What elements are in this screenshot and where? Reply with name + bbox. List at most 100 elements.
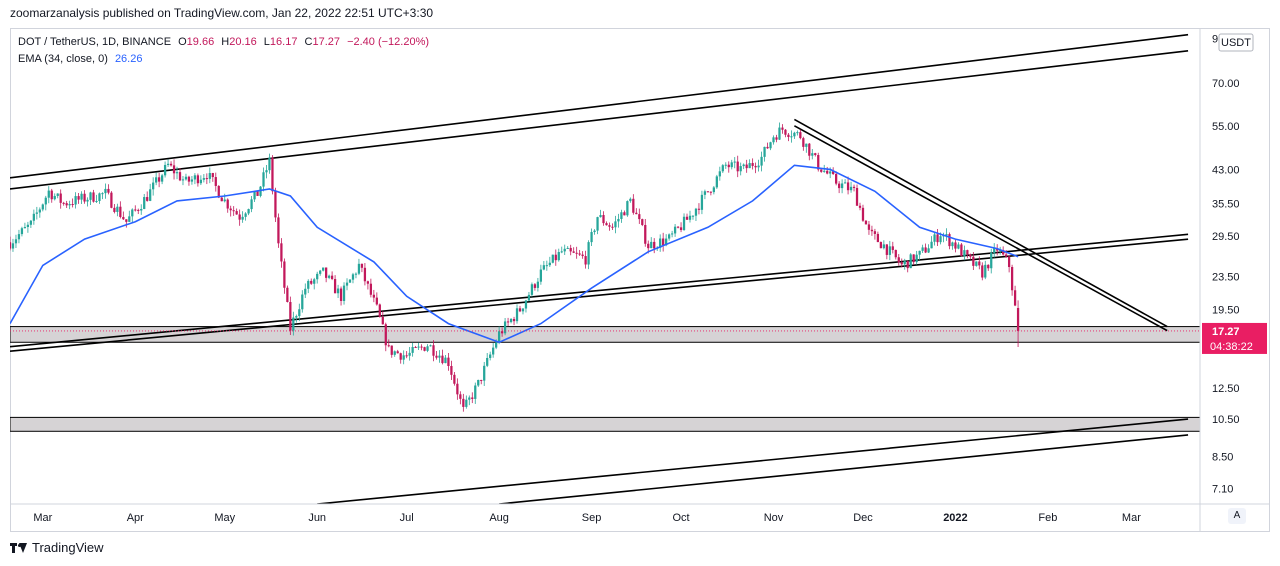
candle: [417, 342, 420, 350]
candle: [396, 349, 399, 354]
candle: [578, 249, 581, 256]
chart-legend: DOT / TetherUS, 1D, BINANCE O19.66 H20.1…: [18, 34, 429, 68]
candle: [131, 208, 134, 223]
candle: [608, 222, 611, 231]
candle: [748, 159, 751, 169]
candle: [226, 198, 229, 213]
candle: [378, 303, 381, 318]
candle: [721, 164, 724, 174]
candle: [536, 277, 540, 292]
candle: [408, 346, 411, 361]
candle: [703, 189, 707, 200]
candle: [799, 129, 802, 140]
candle: [930, 236, 933, 249]
candle: [966, 249, 969, 259]
candle: [363, 262, 367, 286]
candle: [969, 253, 972, 260]
candle: [265, 164, 268, 179]
candle: [993, 243, 996, 258]
legend-close-label: C: [304, 36, 313, 48]
legend-low-label: L: [263, 36, 270, 48]
candle: [954, 240, 957, 253]
candle: [426, 344, 429, 353]
lower-channel-top: [317, 418, 1189, 504]
candle: [1013, 285, 1017, 307]
candle: [143, 193, 146, 210]
candle: [366, 280, 370, 290]
candle: [584, 250, 587, 269]
candle: [181, 175, 185, 186]
candle: [104, 183, 107, 199]
y-tick-label: 35.50: [1212, 198, 1240, 210]
candle: [903, 258, 906, 270]
candle: [497, 326, 501, 345]
footer-brand[interactable]: TradingView: [10, 540, 104, 555]
candle: [837, 181, 841, 194]
candle: [160, 173, 164, 185]
candle: [202, 174, 205, 183]
candle: [307, 279, 310, 294]
x-tick-label: Mar: [33, 512, 52, 524]
legend-low: 16.17: [269, 36, 298, 48]
candle: [897, 254, 900, 266]
candle: [244, 212, 247, 221]
candle: [778, 122, 781, 140]
candle: [820, 169, 823, 173]
candle: [906, 260, 909, 273]
legend-change: −2.40 (−12.20%): [347, 36, 430, 48]
candle: [178, 168, 182, 182]
candle: [626, 200, 629, 217]
candle: [232, 206, 235, 216]
candle: [706, 191, 710, 193]
candle: [113, 204, 116, 214]
candle: [981, 262, 984, 281]
candle: [10, 236, 12, 251]
candle: [527, 292, 531, 302]
y-tick-label: 8.50: [1212, 451, 1233, 463]
candle: [840, 179, 844, 194]
candle: [948, 232, 951, 250]
candle: [760, 151, 763, 172]
candle: [924, 243, 927, 254]
candle: [769, 141, 772, 151]
candle: [447, 353, 450, 371]
candle: [715, 174, 718, 189]
candle: [175, 166, 179, 180]
candle: [283, 258, 286, 294]
candle: [316, 271, 319, 284]
candle: [56, 193, 59, 199]
candle: [357, 258, 361, 276]
candle: [614, 215, 617, 234]
candle: [453, 372, 456, 386]
candle: [524, 299, 528, 313]
auto-scale-button[interactable]: A: [1228, 508, 1246, 524]
countdown-label: 04:38:22: [1210, 341, 1253, 353]
candle: [670, 230, 674, 238]
legend-high: 20.16: [229, 36, 257, 48]
candle: [876, 231, 880, 243]
candle: [196, 173, 200, 187]
candle: [345, 278, 349, 291]
candle: [110, 191, 113, 209]
candle: [575, 246, 578, 259]
candle: [229, 205, 232, 217]
candle: [509, 317, 513, 324]
candle: [95, 194, 98, 204]
legend-symbol[interactable]: DOT / TetherUS, 1D, BINANCE: [18, 36, 172, 48]
candle: [653, 238, 656, 254]
candle: [468, 395, 471, 406]
y-tick-label: 55.00: [1212, 121, 1240, 133]
candle: [996, 244, 999, 256]
candle: [125, 219, 128, 228]
candle: [909, 253, 912, 269]
chart-frame: [10, 28, 1270, 532]
candle: [456, 378, 459, 400]
candle: [414, 345, 417, 348]
candle: [560, 246, 563, 254]
legend-ema-label[interactable]: EMA (34, close, 0): [18, 53, 108, 65]
candle: [393, 350, 396, 357]
candle: [211, 172, 214, 182]
candle: [808, 143, 811, 161]
candle: [256, 191, 259, 196]
